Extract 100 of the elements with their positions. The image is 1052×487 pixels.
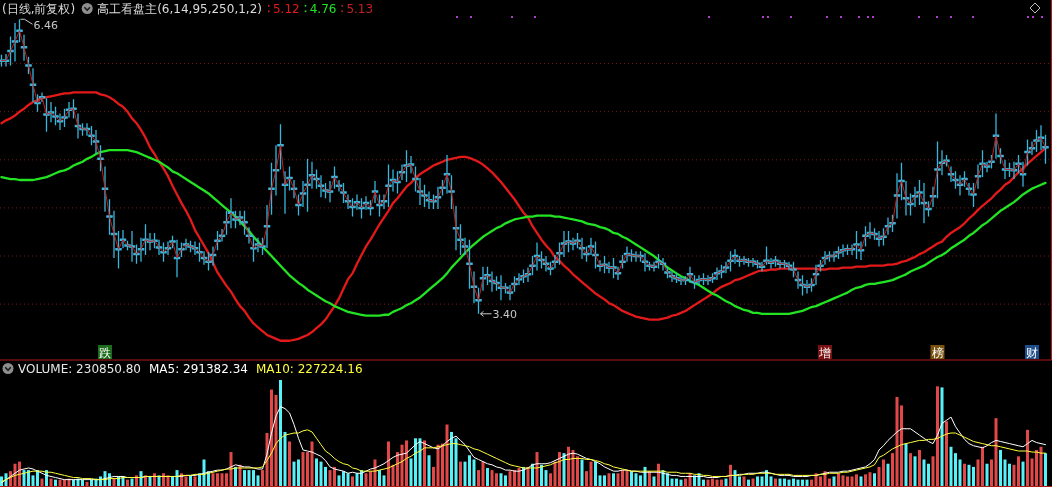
bar [1035,449,1038,486]
candlestick [956,174,964,197]
bar [229,452,233,486]
bar [940,387,944,486]
bar [634,473,638,486]
bar [850,476,854,486]
bar [364,473,368,486]
bar [922,459,926,486]
candlestick [479,265,487,292]
bar [247,470,251,486]
bar [139,471,143,486]
candlestick [173,239,181,278]
bar [468,455,471,486]
bar [454,438,458,486]
bar [535,452,539,486]
bar [751,478,755,486]
bar [832,476,836,486]
bar [58,479,62,486]
bar [81,479,84,486]
bar [184,476,188,486]
candlestick [281,170,289,215]
bar [639,475,642,486]
candlestick [497,274,505,301]
candlestick [659,257,667,272]
bar [328,470,332,486]
bar [517,467,521,486]
bar [243,470,246,486]
bar [859,476,863,486]
chart-title: (日线,前复权) [2,2,76,16]
bar [220,473,224,486]
candlestick [128,230,136,263]
candlestick [11,22,19,63]
bar [504,475,507,486]
candlestick [101,165,109,213]
bar [427,455,431,486]
candlestick [29,67,37,103]
bar [396,452,399,486]
bar [148,476,152,486]
candlestick [371,180,379,204]
bar [801,479,804,486]
bar [1039,446,1043,486]
bar [603,475,606,486]
bar [630,471,633,486]
text: VOLUME: 230850.80 [18,362,141,376]
candlestick [403,149,410,183]
bar [1026,429,1029,486]
bar [171,476,174,486]
bar [211,473,215,486]
bar [90,479,93,486]
bar [234,466,237,486]
bar [891,453,894,486]
bar [567,446,570,486]
candlestick [209,245,217,267]
candlestick [578,237,586,260]
bar [324,466,327,486]
candlestick [1024,138,1031,167]
bar [720,479,723,486]
bar [459,461,462,486]
bar [796,479,800,486]
candlestick [542,255,550,273]
bar [288,441,291,486]
bar [967,464,971,486]
bar [958,459,962,486]
bar [405,440,408,486]
bar [715,479,719,486]
annotation: 6.46 [33,19,58,33]
bar [333,466,336,486]
candlestick [34,93,41,113]
legend: MA5: 291382.34 MA10: 227224.16 [149,362,363,376]
bar [733,470,737,486]
bar [657,463,660,486]
bar [1017,456,1020,486]
bar [769,476,773,486]
candlestick [25,56,32,75]
bar [571,449,575,486]
bar [472,459,476,486]
candlestick [74,112,82,140]
candlestick [452,205,460,251]
annotation: 3.40 [492,308,517,322]
bar [486,467,489,486]
bar [706,479,710,486]
bar [175,470,179,486]
candlestick [20,34,28,62]
bar [886,463,890,486]
bar [846,476,849,486]
legend-label: 5.12 [272,2,300,16]
bar [904,443,908,486]
bar [355,473,359,486]
bar [913,456,917,486]
chart-subtitle: 高工看盘主(6,14,95,250,1,2) [97,2,262,16]
bar [540,464,543,486]
bar [499,473,503,486]
candlestick [214,230,221,251]
bar [868,472,872,486]
bar [481,461,485,486]
annotation: 增 [818,346,831,360]
bar [144,475,147,486]
bar [945,421,948,486]
bar [189,475,192,486]
bar [216,473,219,486]
